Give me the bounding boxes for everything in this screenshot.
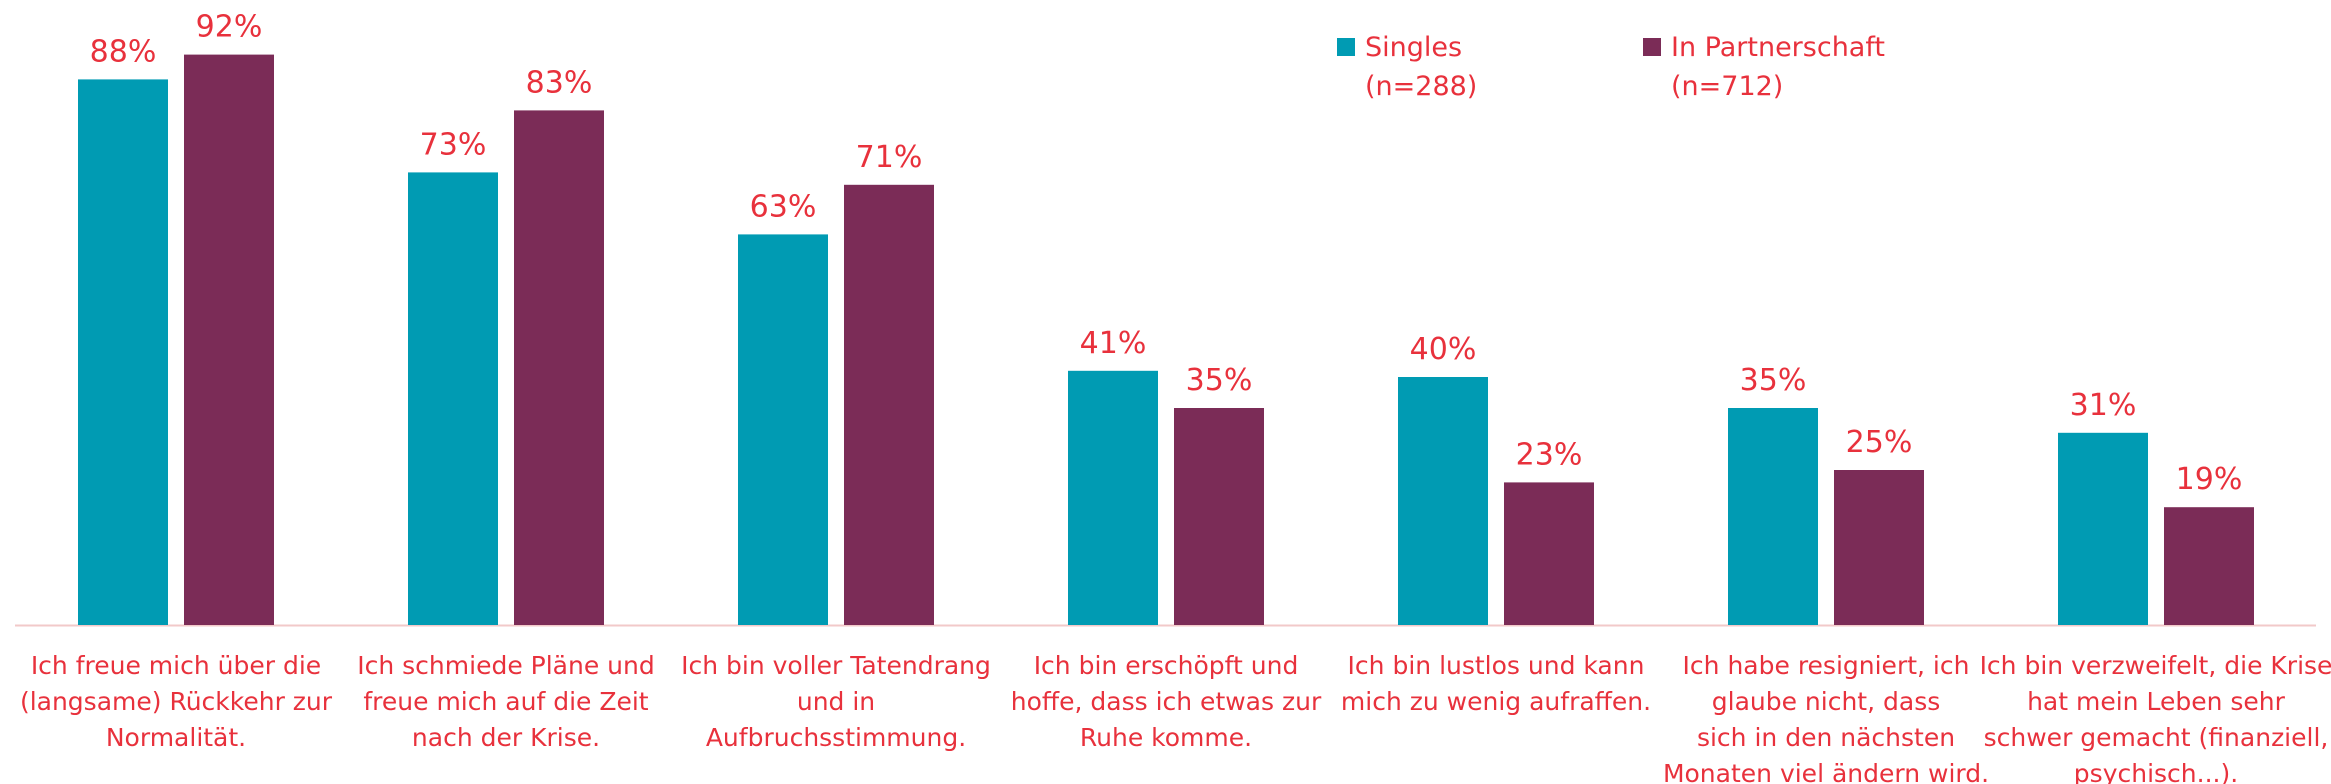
data-label: 25%: [1846, 425, 1913, 460]
data-label: 40%: [1410, 332, 1477, 367]
x-tick-label: Ich bin voller Tatendrang und in Aufbruchs…: [681, 651, 991, 752]
bar: [78, 79, 168, 625]
data-label: 83%: [526, 65, 593, 100]
x-tick-label: Ich bin verzweifelt, die Krise hat mein L…: [1980, 651, 2331, 784]
data-label: 92%: [196, 10, 263, 45]
bar: [408, 172, 498, 625]
x-tick-label: Ich habe resigniert, ich glaube nicht, da…: [1663, 651, 1989, 784]
data-label: 31%: [2070, 388, 2137, 423]
bar: [1398, 377, 1488, 625]
bar: [2164, 507, 2254, 625]
data-label: 73%: [420, 127, 487, 162]
x-tick-label: Ich bin erschöpft und hoffe, dass ich etw…: [1011, 651, 1322, 752]
bar: [1174, 408, 1264, 625]
data-label: 23%: [1516, 437, 1583, 472]
legend-label: In Partnerschaft (n=712): [1671, 32, 1885, 102]
bar: [1728, 408, 1818, 625]
x-tick-label: Ich freue mich über die (langsame) Rückke…: [20, 651, 333, 752]
bar: [1504, 482, 1594, 625]
bar: [844, 184, 934, 626]
data-label: 88%: [90, 34, 157, 69]
legend-swatch: [1643, 38, 1661, 56]
bar: [514, 110, 604, 625]
data-label: 63%: [750, 189, 817, 224]
data-label: 71%: [856, 140, 923, 175]
data-label: 35%: [1186, 363, 1253, 398]
legend-swatch: [1337, 38, 1355, 56]
bar: [1068, 370, 1158, 625]
x-tick-label: Ich schmiede Pläne und freue mich auf die…: [357, 651, 654, 752]
bar: [184, 54, 274, 626]
x-tick-label: Ich bin lustlos und kann mich zu wenig au…: [1341, 651, 1651, 716]
bar: [1834, 470, 1924, 625]
data-label: 19%: [2176, 462, 2243, 497]
data-label: 35%: [1740, 363, 1807, 398]
bar: [2058, 432, 2148, 625]
legend-label: Singles (n=288): [1365, 32, 1477, 102]
bar: [738, 234, 828, 625]
data-label: 41%: [1080, 326, 1147, 361]
